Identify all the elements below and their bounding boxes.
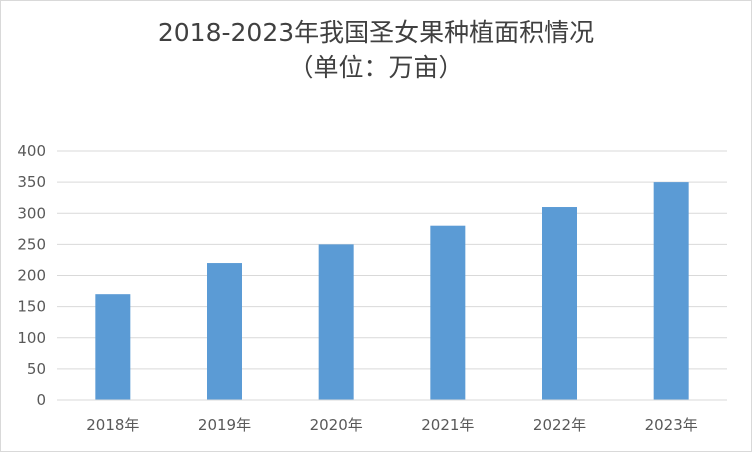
y-tick-label: 200 xyxy=(17,267,46,285)
y-tick-label: 300 xyxy=(17,204,46,222)
y-tick-label: 250 xyxy=(17,235,46,253)
bar xyxy=(207,263,242,400)
x-tick-label: 2019年 xyxy=(198,416,251,434)
bar xyxy=(542,207,577,400)
bar xyxy=(95,294,131,400)
y-tick-label: 100 xyxy=(17,329,46,347)
chart-title: 2018-2023年我国圣女果种植面积情况 xyxy=(157,18,595,47)
x-tick-label: 2018年 xyxy=(86,416,139,434)
y-tick-label: 150 xyxy=(17,298,46,316)
bar xyxy=(653,182,689,400)
y-tick-label: 50 xyxy=(27,360,46,378)
x-tick-label: 2022年 xyxy=(533,416,586,434)
chart-subtitle: （单位：万亩） xyxy=(288,53,464,82)
bar xyxy=(318,244,354,400)
y-tick-label: 350 xyxy=(17,173,46,191)
y-tick-label: 0 xyxy=(36,391,46,409)
x-tick-label: 2020年 xyxy=(310,416,363,434)
y-tick-label: 400 xyxy=(17,142,46,160)
bar xyxy=(430,225,466,400)
x-tick-label: 2021年 xyxy=(421,416,474,434)
x-tick-label: 2023年 xyxy=(645,416,698,434)
